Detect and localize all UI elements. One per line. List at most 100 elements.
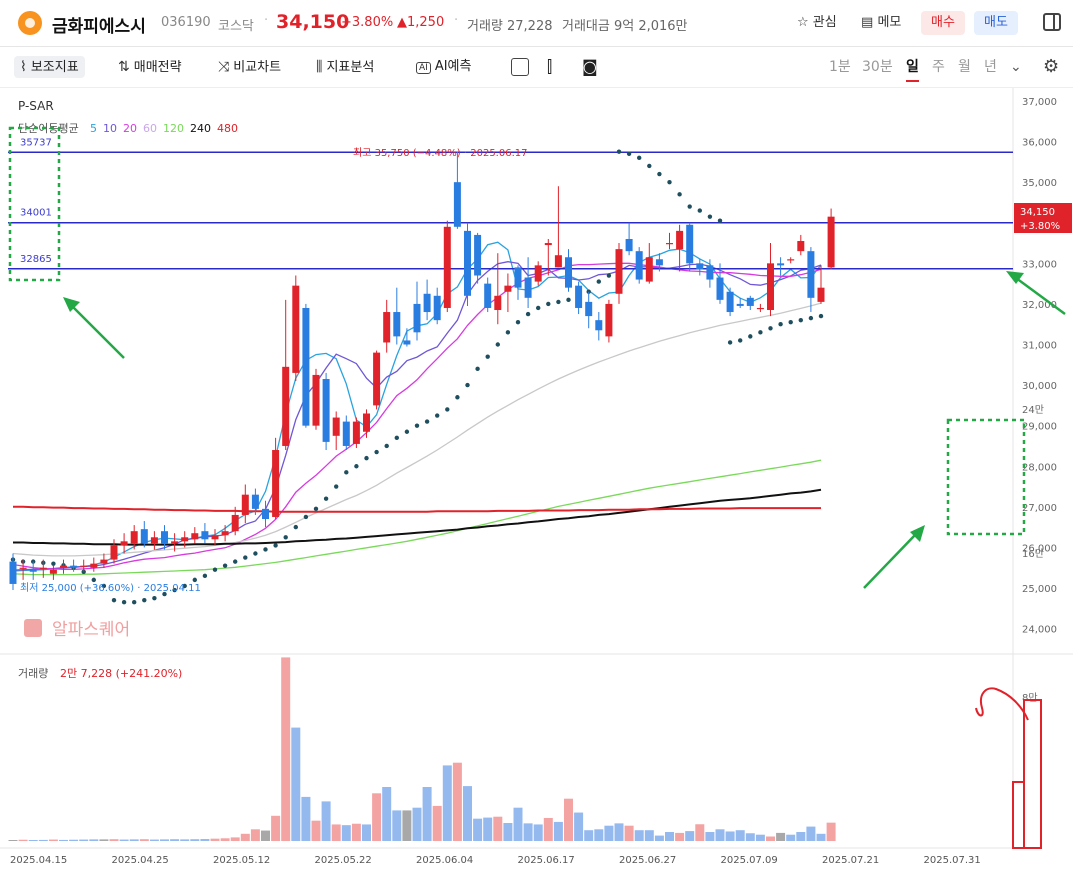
- candle: [827, 208, 835, 270]
- candle: [342, 415, 350, 451]
- volume-bar: [180, 839, 190, 841]
- candle: [191, 527, 199, 544]
- volume-bar: [483, 817, 493, 841]
- psar-dot: [334, 484, 339, 489]
- candle: [292, 275, 300, 382]
- psar-dot: [253, 551, 258, 556]
- volume-bar: [412, 807, 422, 841]
- annotation-arrow-left: [63, 297, 125, 359]
- ma-legend-60: 60: [143, 122, 157, 135]
- candle: [534, 261, 542, 286]
- candle: [150, 531, 158, 550]
- ai-icon: AI: [416, 62, 431, 74]
- candle: [787, 257, 795, 264]
- volume-bar: [604, 825, 614, 841]
- strategy-label: 매매전략: [133, 60, 182, 75]
- candle: [464, 222, 471, 306]
- strategy-button[interactable]: ⇅ 매매전략: [118, 56, 182, 78]
- psar-dot: [202, 573, 208, 579]
- volume-bar: [594, 829, 604, 841]
- date-label: 2025.07.09: [721, 855, 778, 866]
- period-30min[interactable]: 30분: [862, 59, 893, 75]
- period-day[interactable]: 일: [906, 56, 919, 82]
- volume-bar: [362, 824, 371, 841]
- ma-legend-120: 120: [163, 122, 184, 135]
- psar-dot: [657, 171, 662, 177]
- hline-label: 32865: [20, 254, 52, 265]
- date-axis: 2025.04.15 2025.04.25 2025.05.12 2025.05.22…: [10, 855, 981, 866]
- volume-bar: [675, 832, 685, 841]
- psar-dot: [758, 330, 763, 335]
- volume-bar: [452, 762, 462, 841]
- candlesticks: [9, 151, 835, 591]
- price-axis-label: 27,000: [1022, 503, 1057, 514]
- draw-box-icon[interactable]: [511, 58, 529, 76]
- candle: [19, 559, 27, 580]
- buy-button[interactable]: 매수: [921, 11, 965, 35]
- panel-toggle-icon[interactable]: [1043, 13, 1061, 31]
- psar-dot: [51, 561, 56, 566]
- star-icon: ☆: [797, 15, 809, 30]
- stock-name[interactable]: 금화피에스시: [52, 17, 146, 37]
- hline-label: 34001: [20, 208, 52, 219]
- ma-line-60: [12, 302, 822, 557]
- candle: [554, 186, 562, 268]
- psar-dots: [10, 149, 824, 605]
- psar-dot: [536, 305, 541, 311]
- indicator-label: 보조지표: [30, 60, 79, 75]
- candle: [383, 299, 391, 353]
- compare-button[interactable]: ⤨ 비교차트: [218, 56, 281, 78]
- candle: [726, 287, 734, 317]
- psar-dot: [606, 273, 612, 278]
- ma-legend-10: 10: [103, 122, 117, 135]
- volume-value: 2만 7,228 (+241.20%): [60, 667, 182, 680]
- candle: [615, 243, 623, 304]
- date-label: 2025.07.21: [822, 855, 879, 866]
- ma-legend: 단순이동평균 5 10 20 60 120 240 480: [18, 122, 238, 135]
- candle-type-icon[interactable]: ⫿: [547, 57, 553, 76]
- candle: [645, 243, 653, 284]
- psar-dot: [162, 591, 167, 597]
- watchlist-button[interactable]: ☆ 관심: [797, 11, 837, 35]
- psar-dot: [273, 543, 278, 548]
- psar-dot: [142, 597, 147, 603]
- candle: [797, 234, 805, 256]
- volume-bar: [271, 815, 281, 841]
- volume-bar: [503, 823, 513, 841]
- price-axis-label: 28,000: [1022, 462, 1057, 473]
- indicator-button[interactable]: ⌇ 보조지표: [14, 56, 85, 78]
- psar-dot: [404, 429, 410, 434]
- gear-icon[interactable]: ⚙: [1043, 56, 1060, 77]
- volume-bar: [18, 839, 28, 841]
- volume-bar: [331, 824, 341, 841]
- candle: [433, 287, 441, 325]
- period-week[interactable]: 주: [932, 59, 945, 75]
- analysis-button[interactable]: ⫼ 지표분석: [316, 56, 374, 78]
- camera-icon[interactable]: ◙: [582, 57, 598, 76]
- psar-dot: [263, 547, 268, 552]
- volume-bar: [190, 839, 200, 841]
- volume-bar: [776, 832, 786, 841]
- volume-bar: [725, 831, 735, 841]
- period-year[interactable]: 년: [984, 59, 997, 75]
- sell-button[interactable]: 매도: [974, 11, 1018, 35]
- memo-button[interactable]: ▤ 메모: [861, 11, 901, 35]
- volume-bar: [291, 727, 301, 841]
- candle: [413, 281, 421, 341]
- chevron-down-icon[interactable]: ⌄: [1010, 59, 1022, 75]
- ai-predict-button[interactable]: AI AI예측: [416, 56, 471, 78]
- psar-dot: [697, 208, 702, 213]
- psar-dot: [505, 330, 511, 335]
- psar-dot: [738, 338, 743, 343]
- watermark: 알파스퀘어: [24, 619, 130, 640]
- date-label: 2025.06.17: [518, 855, 575, 866]
- period-1min[interactable]: 1분: [829, 59, 851, 75]
- annotation-arrow-right-top: [1006, 271, 1066, 316]
- volume-bar: [230, 837, 240, 841]
- candle: [231, 506, 239, 536]
- volume-bar: [200, 839, 210, 841]
- memo-label: 메모: [877, 15, 902, 30]
- volume-bar: [372, 793, 382, 841]
- period-month[interactable]: 월: [958, 59, 971, 75]
